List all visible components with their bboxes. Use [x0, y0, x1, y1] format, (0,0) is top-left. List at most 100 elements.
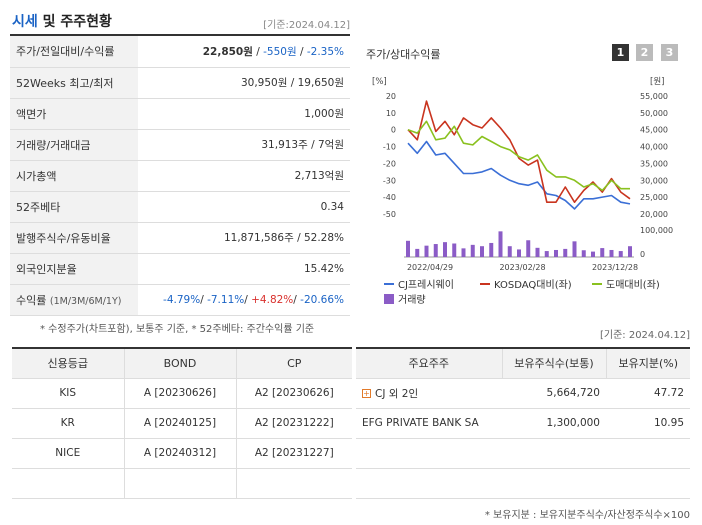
info-value: 15.42%: [138, 253, 350, 285]
left-axis-tick: 10: [386, 109, 396, 118]
volume-bar: [628, 246, 632, 257]
volume-bar: [470, 244, 475, 257]
x-axis-ticks: 2022/04/29 2023/02/28 2023/12/28: [407, 263, 638, 272]
price-footnote: * 수정주가(차트포함), 보통주 기준, * 52주베타: 주간수익률 기준: [40, 324, 315, 335]
return-1m: -4.79%: [163, 293, 201, 306]
volume-axis-tick: 0: [640, 250, 645, 259]
chart-legend: CJ프레시웨이 KOSDAQ대비(좌) 도매대비(좌) 거래량: [384, 279, 660, 306]
credit-agency: KIS: [12, 378, 125, 409]
returns-label: 수익률: [16, 293, 47, 307]
volume-bar: [461, 248, 466, 257]
info-key: 거래량/거래대금: [10, 129, 138, 161]
right-axis-tick: 20,000: [640, 210, 668, 219]
legend-label: KOSDAQ대비(좌): [494, 279, 572, 291]
cp-rating: A2 [20231222]: [236, 408, 352, 439]
info-value: 1,000원: [138, 98, 350, 130]
info-value: 30,950원 / 19,650원: [138, 67, 350, 99]
holder-header: 보유주식수(보통): [502, 347, 607, 379]
left-axis-tick: 20: [386, 92, 396, 101]
info-row-price: 주가/전일대비/수익률 22,850원 / -550원 / -2.35%: [10, 36, 350, 68]
table-row-empty: [356, 438, 690, 469]
right-axis-tick: 50,000: [640, 109, 668, 118]
shareholder-table: 주요주주 보유주식수(보통) 보유지분(%) + CJ 외 2인 5,664,72…: [356, 347, 690, 499]
volume-bar: [507, 246, 512, 257]
volume-bar: [554, 249, 558, 257]
holder-name-cell: + CJ 외 2인: [356, 378, 502, 409]
info-row: 시가총액 2,713억원: [10, 160, 350, 192]
left-axis-tick: -30: [383, 176, 396, 185]
table-row-empty: [356, 468, 690, 499]
price-chart: [%] [원] 20 10 0 -10 -20 -30 -40 -50 55,000 50,00…: [372, 77, 673, 306]
credit-header: CP: [236, 347, 352, 379]
credit-agency: NICE: [12, 438, 125, 469]
x-axis-tick: 2023/12/28: [592, 263, 638, 272]
info-value: 22,850원 / -550원 / -2.35%: [138, 36, 350, 68]
chart-button-3[interactable]: 3: [661, 44, 678, 61]
legend-label: 도매대비(좌): [606, 279, 660, 291]
table-row: + CJ 외 2인 5,664,720 47.72: [356, 378, 690, 409]
info-row-returns: 수익률 (1M/3M/6M/1Y) -4.79%/ -7.11%/ +4.82%…: [10, 284, 350, 316]
legend-label: 거래량: [398, 294, 426, 306]
current-price: 22,850원: [202, 45, 253, 58]
basis-date: [기준:2024.04.12]: [263, 20, 350, 31]
series-line: [407, 120, 630, 192]
info-row: 거래량/거래대금 31,913주 / 7억원: [10, 129, 350, 161]
credit-rating-table: 신용등급 BOND CP KIS A [20230626] A2 [20230626…: [12, 347, 352, 499]
cp-rating: A2 [20231227]: [236, 438, 352, 469]
section-header: 시세 및 주주현황 [기준:2024.04.12]: [10, 8, 350, 34]
right-axis-tick: 55,000: [640, 92, 668, 101]
title-accent: 시세: [12, 14, 38, 30]
info-key: 주가/전일대비/수익률: [10, 36, 138, 68]
info-row: 외국인지분율 15.42%: [10, 253, 350, 285]
info-key: 수익률 (1M/3M/6M/1Y): [10, 284, 138, 316]
legend-label: CJ프레시웨이: [398, 279, 454, 291]
right-axis-tick: 35,000: [640, 159, 668, 168]
info-key: 52주베타: [10, 191, 138, 223]
info-value: -4.79%/ -7.11%/ +4.82%/ -20.66%: [138, 284, 350, 316]
volume-bar: [406, 240, 410, 257]
volume-bar: [443, 242, 447, 257]
volume-axis: 100,000 0: [640, 226, 673, 259]
left-axis-tick: -10: [383, 143, 396, 152]
sep: /: [296, 45, 307, 58]
return-6m: +4.82%: [251, 293, 294, 306]
right-axis-tick: 45,000: [640, 126, 668, 135]
volume-bar: [563, 248, 568, 257]
holder-header: 주요주주: [356, 347, 503, 379]
info-value: 0.34: [138, 191, 350, 223]
volume-bar: [618, 251, 623, 257]
holder-name[interactable]: CJ 외 2인: [375, 387, 419, 400]
info-row: 액면가 1,000원: [10, 98, 350, 130]
holder-header-row: 주요주주 보유주식수(보통) 보유지분(%): [356, 347, 690, 379]
volume-bar: [572, 241, 577, 257]
expand-icon[interactable]: +: [362, 389, 371, 398]
info-key: 액면가: [10, 98, 138, 130]
x-axis-tick: 2022/04/29: [407, 263, 453, 272]
basis-date-2: [기준: 2024.04.12]: [599, 330, 690, 341]
volume-bar: [517, 249, 521, 257]
volume-bar: [424, 245, 429, 257]
right-axis-tick: 40,000: [640, 143, 668, 152]
credit-header: 신용등급: [12, 347, 125, 379]
series-line: [407, 140, 631, 210]
credit-header-row: 신용등급 BOND CP: [12, 347, 352, 379]
header-divider: [10, 34, 350, 36]
info-key: 시가총액: [10, 160, 138, 192]
chart-button-2[interactable]: 2: [636, 44, 653, 61]
volume-bar: [600, 248, 605, 257]
return-3m: -7.11%: [207, 293, 245, 306]
info-value: 11,871,586주 / 52.28%: [138, 222, 350, 254]
volume-bars: [406, 231, 632, 257]
chart-button-1[interactable]: 1: [612, 44, 629, 61]
volume-bar: [526, 240, 531, 257]
volume-bar: [433, 244, 438, 257]
volume-bar: [480, 246, 484, 257]
info-value: 2,713억원: [138, 160, 350, 192]
left-axis-tick: -40: [383, 193, 396, 202]
volume-bar: [609, 249, 614, 257]
credit-header: BOND: [124, 347, 237, 379]
price-change: -550원: [263, 45, 297, 58]
bond-rating: A [20240312]: [124, 438, 237, 469]
return-1y: -20.66%: [300, 293, 344, 306]
bond-rating: A [20230626]: [124, 378, 237, 409]
